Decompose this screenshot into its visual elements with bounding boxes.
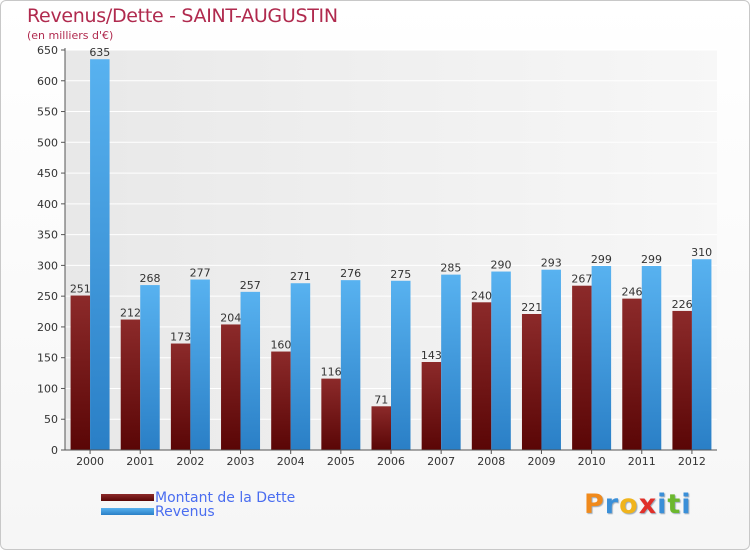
- bar-debt: [672, 310, 692, 450]
- data-label-debt: 240: [471, 289, 492, 302]
- data-label-debt: 212: [120, 307, 141, 320]
- x-tick-label: 2007: [427, 455, 455, 468]
- bar-debt: [271, 351, 291, 450]
- bar-revenue: [90, 59, 110, 450]
- proxiti-logo: Proxiti: [584, 489, 692, 520]
- x-tick-label: 2010: [578, 455, 606, 468]
- bar-debt: [421, 362, 442, 450]
- x-tick-label: 2008: [477, 455, 505, 468]
- x-tick-label: 2006: [377, 455, 405, 468]
- data-label-debt: 71: [374, 393, 388, 406]
- data-label-revenue: 299: [641, 253, 662, 266]
- x-tick-label: 2011: [628, 455, 656, 468]
- logo-letter: x: [638, 489, 658, 520]
- bar-revenue: [441, 274, 461, 450]
- y-tick-label: 100: [37, 382, 58, 395]
- y-tick-label: 0: [51, 444, 58, 457]
- logo-letter: i: [657, 489, 668, 520]
- bar-revenue: [340, 280, 361, 450]
- legend-item-debt: Montant de la Dette: [101, 487, 295, 506]
- x-tick-label: 2000: [76, 455, 104, 468]
- bar-revenue: [541, 269, 561, 450]
- data-label-revenue: 275: [390, 268, 411, 281]
- data-label-revenue: 635: [89, 46, 110, 59]
- data-label-revenue: 285: [440, 262, 461, 275]
- bar-revenue: [190, 279, 210, 450]
- x-tick-label: 2001: [126, 455, 154, 468]
- legend-label-debt: Montant de la Dette: [155, 489, 296, 506]
- data-label-revenue: 271: [290, 270, 311, 283]
- y-tick-label: 50: [44, 413, 58, 426]
- bar-debt: [471, 302, 492, 450]
- legend-item-revenue: Revenus: [101, 501, 215, 520]
- x-tick-label: 2009: [527, 455, 555, 468]
- data-label-debt: 143: [421, 349, 442, 362]
- y-tick-label: 500: [37, 136, 58, 149]
- bar-revenue: [140, 285, 160, 450]
- chart-title: Revenus/Dette - SAINT-AUGUSTIN: [27, 5, 338, 27]
- data-label-revenue: 268: [139, 272, 160, 285]
- legend-swatch-debt: [101, 494, 154, 501]
- y-tick-label: 350: [37, 229, 58, 242]
- bar-debt: [120, 319, 141, 450]
- x-tick-label: 2012: [678, 455, 706, 468]
- y-tick-label: 250: [37, 290, 58, 303]
- bar-revenue: [691, 259, 712, 450]
- bar-revenue: [641, 266, 662, 450]
- data-label-revenue: 290: [491, 259, 512, 272]
- bar-debt: [221, 324, 241, 450]
- data-label-revenue: 257: [240, 279, 261, 292]
- bar-revenue: [391, 280, 411, 450]
- data-label-debt: 160: [270, 339, 291, 352]
- logo-letter: t: [667, 489, 682, 520]
- bar-revenue: [290, 283, 311, 450]
- x-tick-label: 2004: [277, 455, 305, 468]
- data-label-debt: 116: [321, 366, 342, 379]
- logo-letter: i: [681, 489, 692, 520]
- y-tick-label: 300: [37, 259, 58, 272]
- y-tick-label: 550: [37, 106, 58, 119]
- bar-debt: [321, 378, 341, 450]
- data-label-debt: 221: [521, 301, 542, 314]
- y-tick-label: 600: [37, 75, 58, 88]
- data-label-revenue: 277: [190, 267, 211, 280]
- logo-letter: o: [619, 489, 639, 520]
- bar-debt: [622, 298, 642, 450]
- data-label-revenue: 276: [340, 267, 361, 280]
- x-tick-label: 2002: [176, 455, 204, 468]
- data-label-debt: 251: [70, 283, 91, 296]
- y-tick-label: 400: [37, 198, 58, 211]
- bar-revenue: [240, 291, 261, 450]
- data-label-debt: 173: [170, 331, 191, 344]
- legend-swatch-revenue: [101, 508, 154, 515]
- data-label-debt: 226: [672, 298, 693, 311]
- data-label-debt: 267: [571, 273, 592, 286]
- bar-revenue: [491, 271, 511, 450]
- data-label-revenue: 293: [541, 257, 562, 270]
- bar-debt: [70, 295, 91, 450]
- y-tick-label: 650: [37, 44, 58, 57]
- legend-label-revenue: Revenus: [155, 503, 215, 520]
- bar-revenue: [591, 266, 612, 450]
- x-tick-label: 2003: [227, 455, 255, 468]
- logo-letter: P: [584, 489, 605, 520]
- bar-debt: [572, 285, 592, 450]
- y-tick-label: 150: [37, 352, 58, 365]
- data-label-debt: 246: [622, 286, 643, 299]
- x-tick-label: 2005: [327, 455, 355, 468]
- data-label-revenue: 310: [691, 246, 712, 259]
- y-tick-label: 200: [37, 321, 58, 334]
- bar-debt: [170, 343, 191, 450]
- chart-subtitle: (en milliers d'€): [27, 29, 114, 42]
- bar-debt: [521, 314, 542, 450]
- logo-letter: r: [604, 489, 620, 520]
- y-tick-label: 450: [37, 167, 58, 180]
- data-label-revenue: 299: [591, 253, 612, 266]
- bar-debt: [371, 406, 391, 450]
- data-label-debt: 204: [220, 311, 241, 324]
